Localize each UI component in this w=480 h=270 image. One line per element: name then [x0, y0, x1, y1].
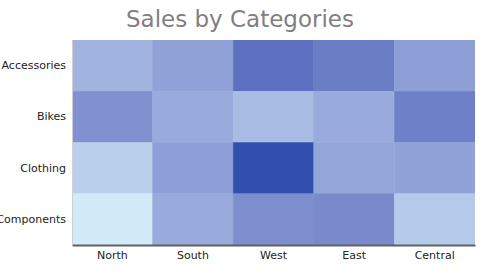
y-axis-line — [72, 41, 73, 246]
heat-cell — [72, 40, 153, 91]
y-tick-label: Bikes — [37, 110, 66, 123]
heat-cell — [233, 91, 314, 142]
heat-cell — [153, 40, 234, 91]
heat-cell — [394, 40, 475, 91]
x-tick-label: North — [97, 249, 128, 262]
chart-svg: Sales by Categories North South West East Cen… — [0, 0, 480, 270]
y-axis: Accessories Bikes Clothing Components — [0, 41, 73, 246]
chart-title: Sales by Categories — [126, 6, 354, 32]
x-tick: South — [177, 249, 209, 262]
y-tick-label: Accessories — [2, 59, 67, 72]
heat-cell — [394, 194, 475, 245]
x-tick: North — [97, 249, 128, 262]
y-tick-label: Clothing — [20, 162, 66, 175]
heat-cell — [314, 91, 395, 142]
cells — [72, 40, 475, 245]
x-tick-label: West — [260, 249, 288, 262]
heat-cell — [394, 143, 475, 194]
x-tick: Central — [415, 249, 455, 262]
x-tick-label: Central — [415, 249, 455, 262]
heat-cell — [153, 91, 234, 142]
x-tick: East — [342, 249, 366, 262]
heat-cell — [233, 194, 314, 245]
heat-cell — [233, 40, 314, 91]
chart-container: Sales by Categories North South West East Cen… — [0, 0, 480, 270]
heat-cell — [153, 143, 234, 194]
x-axis-line — [73, 245, 476, 247]
x-axis: North South West East Central — [73, 246, 476, 262]
plot-area: North South West East Central Accessories Bike… — [0, 40, 476, 262]
x-tick: West — [260, 249, 288, 262]
y-tick: Bikes — [37, 110, 66, 123]
x-tick-label: South — [177, 249, 209, 262]
heat-cell — [72, 194, 153, 245]
y-tick-label: Components — [0, 213, 66, 226]
heat-cell — [394, 91, 475, 142]
heat-cell — [314, 194, 395, 245]
heat-cell — [314, 143, 395, 194]
heat-cell — [72, 91, 153, 142]
heat-cell — [72, 143, 153, 194]
y-tick: Accessories — [2, 59, 67, 72]
y-tick: Components — [0, 213, 66, 226]
heat-cell — [153, 194, 234, 245]
x-tick-label: East — [342, 249, 366, 262]
heat-cell — [233, 143, 314, 194]
heat-cell — [314, 40, 395, 91]
y-tick: Clothing — [20, 162, 66, 175]
